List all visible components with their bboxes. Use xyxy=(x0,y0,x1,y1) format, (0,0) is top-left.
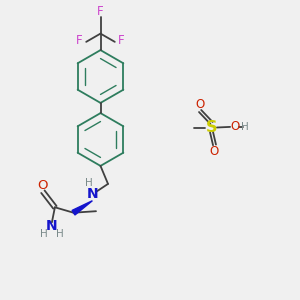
Text: O: O xyxy=(37,178,47,192)
Text: H: H xyxy=(40,229,47,239)
Text: N: N xyxy=(46,219,58,233)
Text: O: O xyxy=(210,145,219,158)
Text: O: O xyxy=(231,120,240,134)
Text: S: S xyxy=(206,120,217,135)
Text: F: F xyxy=(118,34,125,47)
Text: F: F xyxy=(76,34,83,47)
Text: H: H xyxy=(85,178,92,188)
Text: N: N xyxy=(87,188,98,201)
Text: H: H xyxy=(241,122,249,132)
Text: H: H xyxy=(56,229,63,239)
Text: F: F xyxy=(97,4,104,18)
Text: O: O xyxy=(196,98,205,111)
Polygon shape xyxy=(72,201,92,215)
